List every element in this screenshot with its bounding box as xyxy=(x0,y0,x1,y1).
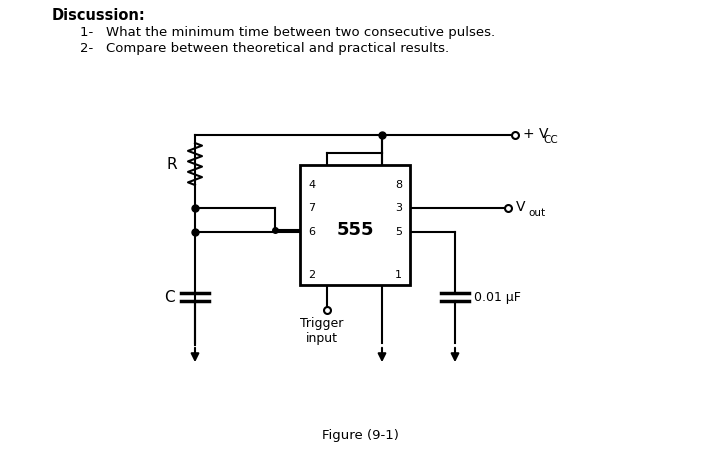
Text: 5: 5 xyxy=(395,227,402,237)
Text: 3: 3 xyxy=(395,203,402,213)
Text: 1-   What the minimum time between two consecutive pulses.: 1- What the minimum time between two con… xyxy=(80,26,495,39)
Text: C: C xyxy=(164,290,175,305)
Text: 555: 555 xyxy=(336,221,374,239)
Text: 6: 6 xyxy=(308,227,315,237)
Text: 2-   Compare between theoretical and practical results.: 2- Compare between theoretical and pract… xyxy=(80,42,449,55)
Text: 4: 4 xyxy=(308,180,315,190)
Bar xyxy=(300,165,410,285)
Text: 8: 8 xyxy=(395,180,402,190)
Text: out: out xyxy=(528,208,545,218)
Text: Discussion:: Discussion: xyxy=(52,8,145,23)
Text: 2: 2 xyxy=(308,270,315,280)
Text: R: R xyxy=(166,157,177,172)
Text: + V: + V xyxy=(523,127,549,141)
Text: Trigger
input: Trigger input xyxy=(300,317,343,345)
Text: CC: CC xyxy=(543,135,558,145)
Text: 1: 1 xyxy=(395,270,402,280)
Text: V: V xyxy=(516,200,526,214)
Text: 7: 7 xyxy=(308,203,315,213)
Text: Figure (9-1): Figure (9-1) xyxy=(322,429,398,442)
Text: 0.01 μF: 0.01 μF xyxy=(474,290,521,304)
